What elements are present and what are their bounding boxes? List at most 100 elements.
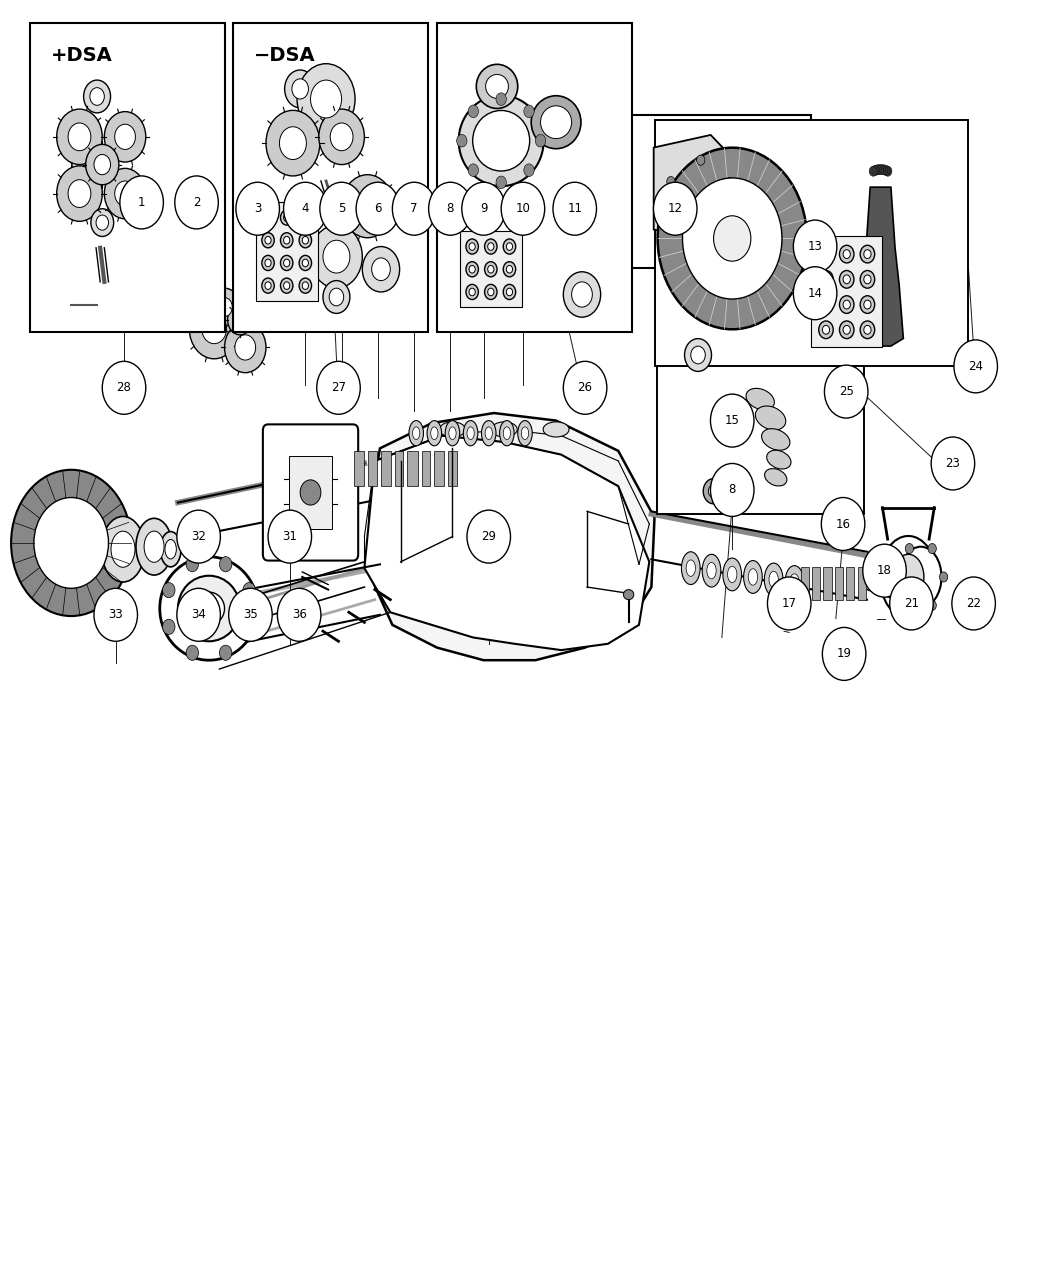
Ellipse shape xyxy=(880,536,937,618)
Ellipse shape xyxy=(177,576,240,641)
Circle shape xyxy=(311,226,362,288)
Circle shape xyxy=(302,214,309,222)
Ellipse shape xyxy=(746,389,774,409)
Circle shape xyxy=(209,288,240,326)
Circle shape xyxy=(280,210,293,226)
Text: 32: 32 xyxy=(191,530,206,543)
Circle shape xyxy=(928,601,937,611)
Bar xyxy=(395,451,403,486)
Circle shape xyxy=(265,214,271,222)
Circle shape xyxy=(302,259,309,266)
Circle shape xyxy=(372,258,391,280)
Text: 22: 22 xyxy=(966,597,981,609)
Text: 25: 25 xyxy=(839,385,854,398)
Ellipse shape xyxy=(491,422,518,437)
Ellipse shape xyxy=(766,450,791,469)
Ellipse shape xyxy=(111,532,135,567)
Circle shape xyxy=(843,250,851,259)
Circle shape xyxy=(685,339,712,371)
Circle shape xyxy=(329,288,343,306)
Circle shape xyxy=(485,238,497,254)
Text: 17: 17 xyxy=(781,597,797,609)
Circle shape xyxy=(323,240,350,273)
Circle shape xyxy=(882,166,890,176)
Text: 24: 24 xyxy=(968,360,983,372)
Circle shape xyxy=(261,232,274,247)
Circle shape xyxy=(362,246,400,292)
Text: 12: 12 xyxy=(668,203,682,215)
Circle shape xyxy=(280,278,293,293)
Ellipse shape xyxy=(761,428,790,450)
Circle shape xyxy=(889,578,933,630)
Circle shape xyxy=(653,182,697,235)
Circle shape xyxy=(302,282,309,289)
Text: 8: 8 xyxy=(729,483,736,496)
Ellipse shape xyxy=(624,589,634,599)
Circle shape xyxy=(503,261,516,277)
Bar xyxy=(812,236,882,348)
Circle shape xyxy=(284,214,290,222)
Circle shape xyxy=(323,280,350,314)
Text: 5: 5 xyxy=(338,203,345,215)
Circle shape xyxy=(320,182,363,235)
Circle shape xyxy=(319,110,364,164)
Circle shape xyxy=(266,111,320,176)
Circle shape xyxy=(682,179,782,300)
Circle shape xyxy=(393,182,436,235)
Circle shape xyxy=(843,300,851,309)
Circle shape xyxy=(469,265,476,273)
Circle shape xyxy=(564,361,607,414)
Text: 19: 19 xyxy=(837,648,852,660)
Circle shape xyxy=(462,182,505,235)
Circle shape xyxy=(704,478,723,504)
Circle shape xyxy=(524,164,534,176)
Circle shape xyxy=(822,250,830,259)
Circle shape xyxy=(57,166,102,222)
Circle shape xyxy=(104,112,146,162)
Ellipse shape xyxy=(543,422,569,437)
Text: 10: 10 xyxy=(516,203,530,215)
Circle shape xyxy=(487,242,494,250)
Circle shape xyxy=(884,166,891,176)
Circle shape xyxy=(86,144,119,185)
Circle shape xyxy=(468,105,479,117)
Circle shape xyxy=(878,164,886,175)
Circle shape xyxy=(794,266,837,320)
Circle shape xyxy=(872,166,880,176)
Circle shape xyxy=(284,282,290,289)
FancyBboxPatch shape xyxy=(262,425,358,561)
Bar xyxy=(812,567,820,599)
Text: 9: 9 xyxy=(480,203,487,215)
Circle shape xyxy=(485,284,497,300)
Bar xyxy=(289,456,332,529)
Circle shape xyxy=(219,557,232,571)
Circle shape xyxy=(330,122,353,150)
Ellipse shape xyxy=(541,106,571,139)
Circle shape xyxy=(711,394,754,448)
Circle shape xyxy=(102,361,146,414)
Ellipse shape xyxy=(707,562,716,579)
Circle shape xyxy=(839,296,854,314)
Ellipse shape xyxy=(135,519,172,575)
Circle shape xyxy=(229,588,272,641)
Circle shape xyxy=(96,215,108,231)
Circle shape xyxy=(12,469,131,616)
Circle shape xyxy=(355,190,380,222)
Circle shape xyxy=(657,148,806,329)
Circle shape xyxy=(243,620,255,635)
Circle shape xyxy=(84,80,110,113)
Text: 8: 8 xyxy=(446,203,454,215)
Circle shape xyxy=(869,166,878,176)
Circle shape xyxy=(466,261,479,277)
Text: 21: 21 xyxy=(904,597,919,609)
Text: 15: 15 xyxy=(724,414,739,427)
Circle shape xyxy=(202,314,227,344)
Circle shape xyxy=(860,270,875,288)
Polygon shape xyxy=(364,436,649,650)
Ellipse shape xyxy=(101,516,145,581)
Text: 13: 13 xyxy=(807,240,822,252)
Circle shape xyxy=(104,168,146,219)
Circle shape xyxy=(822,627,866,681)
Bar xyxy=(823,567,832,599)
Bar xyxy=(233,23,427,333)
